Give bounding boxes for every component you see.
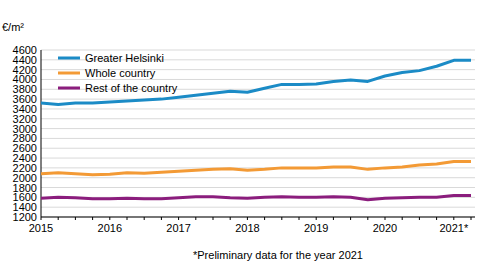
x-tick — [92, 217, 93, 220]
legend-label: Whole country — [85, 67, 156, 79]
grid-line — [41, 99, 475, 100]
x-tick — [299, 217, 300, 220]
x-tick — [333, 217, 334, 220]
grid-line — [41, 207, 475, 208]
x-tick — [453, 217, 454, 220]
y-tick-label: 4600 — [13, 44, 37, 56]
grid-line — [41, 167, 475, 168]
y-axis — [41, 50, 42, 217]
chart: €/m²120014001600180020002200240026002800… — [0, 0, 494, 265]
x-tick — [127, 217, 128, 220]
x-tick — [281, 217, 282, 220]
legend-swatch — [58, 72, 80, 75]
x-tick — [471, 217, 472, 220]
grid-line — [41, 158, 475, 159]
series-line — [41, 195, 471, 199]
x-tick-label: 2021* — [439, 222, 468, 234]
series-line — [41, 162, 471, 175]
x-tick — [350, 217, 351, 220]
x-tick — [419, 217, 420, 220]
x-tick-label: 2016 — [98, 222, 122, 234]
grid-line — [41, 128, 475, 129]
legend-swatch — [58, 57, 80, 60]
grid-line — [41, 118, 475, 119]
grid-line — [41, 138, 475, 139]
x-tick — [316, 217, 317, 220]
x-tick — [75, 217, 76, 220]
x-tick — [247, 217, 248, 220]
x-tick — [436, 217, 437, 220]
x-tick — [385, 217, 386, 220]
x-tick — [230, 217, 231, 220]
x-tick — [195, 217, 196, 220]
legend-label: Rest of the country — [85, 82, 178, 94]
series-line — [41, 60, 471, 104]
y-axis-label: €/m² — [2, 21, 24, 33]
x-tick — [264, 217, 265, 220]
x-tick-label: 2019 — [304, 222, 328, 234]
grid-line — [41, 50, 475, 51]
plot-area — [41, 60, 471, 200]
x-tick — [144, 217, 145, 220]
grid-line — [41, 79, 475, 80]
caption: *Preliminary data for the year 2021 — [193, 249, 363, 261]
x-tick-label: 2018 — [235, 222, 259, 234]
x-tick — [109, 217, 110, 220]
x-tick-label: 2015 — [29, 222, 53, 234]
x-tick-label: 2020 — [373, 222, 397, 234]
x-axis — [41, 217, 475, 218]
x-tick — [161, 217, 162, 220]
grid-line — [41, 108, 475, 109]
x-tick-label: 2017 — [166, 222, 190, 234]
x-tick — [178, 217, 179, 220]
x-tick — [58, 217, 59, 220]
x-tick — [367, 217, 368, 220]
grid-line — [41, 177, 475, 178]
x-tick — [402, 217, 403, 220]
grid-line — [41, 148, 475, 149]
legend-label: Greater Helsinki — [85, 52, 164, 64]
legend-swatch — [58, 87, 80, 90]
x-tick — [213, 217, 214, 220]
x-tick — [41, 217, 42, 220]
grid-line — [41, 187, 475, 188]
grid-line — [41, 217, 475, 218]
